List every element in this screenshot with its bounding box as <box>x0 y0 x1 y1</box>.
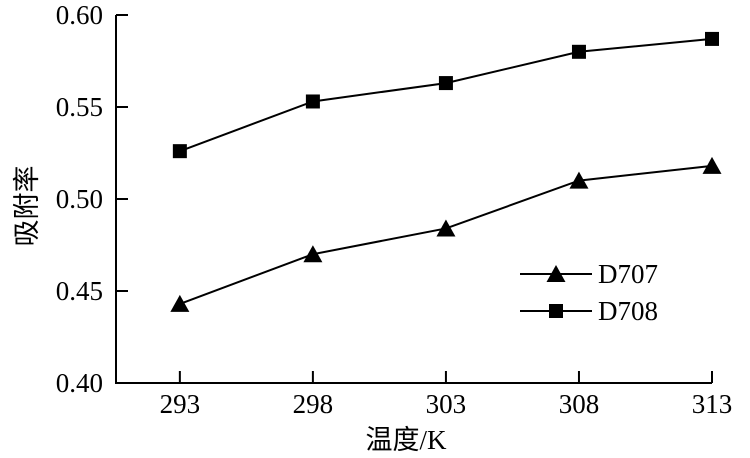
series-marker-D707 <box>170 294 190 312</box>
x-axis-label: 温度/K <box>366 425 448 455</box>
series-marker-D707 <box>436 219 456 237</box>
series-marker-D708 <box>438 76 453 91</box>
legend-triangle-marker <box>546 265 566 282</box>
x-tick-label: 308 <box>559 389 600 419</box>
series-marker-D708 <box>571 44 586 59</box>
series-marker-D708 <box>172 144 187 159</box>
x-tick-label: 303 <box>426 389 467 419</box>
series-marker-D707 <box>702 156 722 174</box>
legend-square-marker <box>549 304 563 318</box>
axes-spines <box>115 15 712 384</box>
legend-entry-D707: D707 <box>520 259 658 289</box>
x-tick-label: 313 <box>692 389 733 419</box>
tick-labels: 0.40 0.45 0.50 0.55 0.60 293 298 303 308 313 <box>56 0 733 419</box>
y-tick-label: 0.40 <box>56 368 103 398</box>
data-series <box>170 31 722 312</box>
y-tick-label: 0.60 <box>56 0 103 30</box>
series-marker-D708 <box>705 31 719 46</box>
series-marker-D707 <box>569 171 589 189</box>
x-tick-label: 298 <box>293 389 334 419</box>
axis-ticks <box>116 14 713 384</box>
axis-spine <box>115 15 712 384</box>
y-tick-label: 0.50 <box>56 184 103 214</box>
legend-label: D707 <box>598 259 658 289</box>
series-marker-D707 <box>303 245 323 263</box>
x-tick-label: 293 <box>160 389 201 419</box>
legend: D707 D708 <box>520 259 658 326</box>
series-marker-D708 <box>305 94 320 109</box>
y-tick-label: 0.45 <box>56 276 103 306</box>
legend-label: D708 <box>598 296 658 326</box>
legend-entry-D708: D708 <box>520 296 658 326</box>
series-line-D708 <box>179 37 713 153</box>
y-axis-label: 吸附率 <box>12 166 42 247</box>
y-tick-label: 0.55 <box>56 92 103 122</box>
